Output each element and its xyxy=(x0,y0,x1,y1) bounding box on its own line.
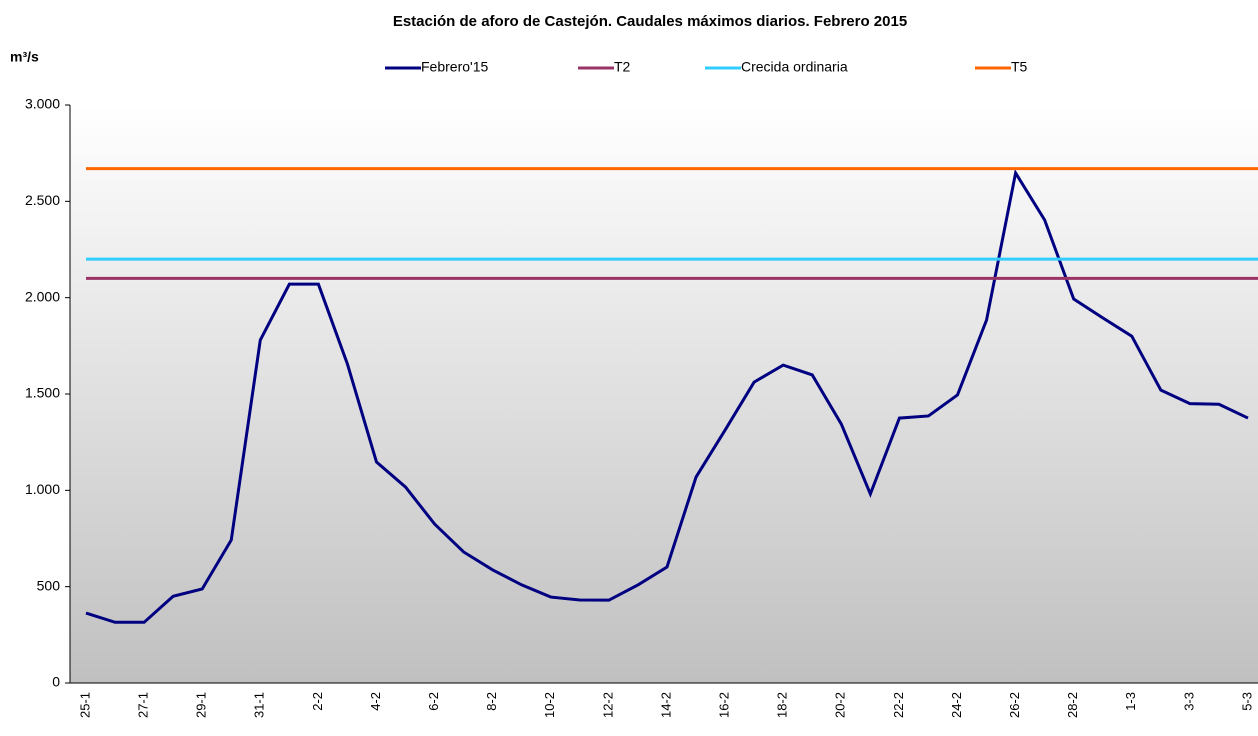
x-tick-label: 16-2 xyxy=(717,692,732,718)
y-tick-label: 1.500 xyxy=(25,385,60,401)
x-tick-label: 18-2 xyxy=(775,692,790,718)
x-tick-label: 22-2 xyxy=(891,692,906,718)
x-tick-label: 29-1 xyxy=(194,692,209,718)
y-tick-label: 500 xyxy=(37,577,61,593)
x-tick-label: 20-2 xyxy=(833,692,848,718)
x-tick-label: 14-2 xyxy=(658,692,673,718)
y-axis-label: m³/s xyxy=(10,49,39,65)
x-tick-label: 24-2 xyxy=(949,692,964,718)
legend-label: T2 xyxy=(614,59,631,75)
x-tick-label: 28-2 xyxy=(1065,692,1080,718)
data-line xyxy=(85,168,1249,624)
legend-label: Crecida ordinaria xyxy=(741,59,848,75)
x-tick-label: 10-2 xyxy=(542,692,557,718)
y-tick-label: 3.000 xyxy=(25,96,60,112)
x-tick-label: 1-3 xyxy=(1123,692,1138,711)
chart-title: Estación de aforo de Castejón. Caudales … xyxy=(393,13,907,30)
legend-label: Febrero'15 xyxy=(421,59,488,75)
x-tick-label: 4-2 xyxy=(368,692,383,711)
x-tick-label: 26-2 xyxy=(1007,692,1022,718)
y-tick-label: 2.000 xyxy=(25,288,60,304)
x-tick-label: 12-2 xyxy=(600,692,615,718)
y-tick-label: 2.500 xyxy=(25,192,60,208)
x-tick-label: 31-1 xyxy=(252,692,267,718)
x-tick-label: 27-1 xyxy=(136,692,151,718)
plot-area xyxy=(70,105,1258,683)
x-tick-label: 6-2 xyxy=(426,692,441,711)
x-tick-label: 3-3 xyxy=(1181,692,1196,711)
y-tick-label: 0 xyxy=(52,674,60,690)
x-tick-label: 8-2 xyxy=(484,692,499,711)
legend-label: T5 xyxy=(1011,59,1028,75)
x-tick-label: 2-2 xyxy=(310,692,325,711)
x-tick-label: 5-3 xyxy=(1239,692,1254,711)
y-tick-label: 1.000 xyxy=(25,481,60,497)
x-tick-label: 25-1 xyxy=(77,692,92,718)
